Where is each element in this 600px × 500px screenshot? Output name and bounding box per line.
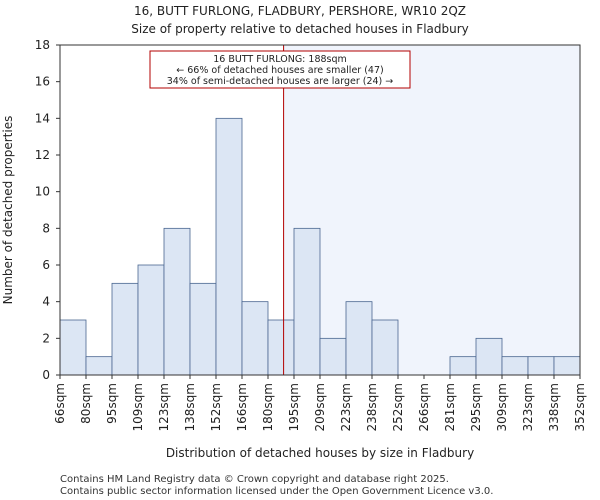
bar-223sqm — [345, 301, 373, 376]
chart-subtitle: Size of property relative to detached ho… — [131, 22, 469, 36]
y-axis: 0 2 4 6 8 10 12 14 16 18 — [35, 38, 60, 382]
x-tick-label-180sqm: 180sqm — [261, 383, 275, 431]
x-tick-label-123sqm: 123sqm — [157, 383, 171, 431]
bar-152sqm — [215, 117, 243, 376]
bar-138sqm — [189, 282, 217, 376]
annotation-line-2: ← 66% of detached houses are smaller (47… — [176, 65, 383, 76]
bar-123sqm — [163, 227, 191, 376]
bar-309sqm — [501, 356, 529, 376]
y-tick-label: 14 — [35, 111, 50, 125]
bar-209sqm — [319, 337, 347, 376]
x-tick-label-309sqm: 309sqm — [495, 383, 509, 431]
bars-group — [59, 117, 581, 376]
x-tick-label-80sqm: 80sqm — [79, 383, 93, 424]
x-tick-label-323sqm: 323sqm — [521, 383, 535, 431]
x-tick-label-95sqm: 95sqm — [105, 383, 119, 424]
y-tick-label: 16 — [35, 75, 50, 89]
y-tick-label: 6 — [42, 258, 50, 272]
bar-109sqm — [137, 264, 165, 376]
y-tick-label: 2 — [42, 331, 50, 345]
highlight-region — [283, 45, 580, 375]
y-axis-title: Number of detached properties — [1, 116, 15, 305]
chart-title: 16, BUTT FURLONG, FLADBURY, PERSHORE, WR… — [134, 4, 466, 18]
bar-295sqm — [475, 337, 503, 376]
x-tick-label-238sqm: 238sqm — [365, 383, 379, 431]
bar-80sqm — [85, 356, 113, 376]
y-tick-label: 0 — [42, 368, 50, 382]
x-tick-label-295sqm: 295sqm — [469, 383, 483, 431]
x-tick-label-152sqm: 152sqm — [209, 383, 223, 431]
x-tick-label-109sqm: 109sqm — [131, 383, 145, 431]
annotation-line-1: 16 BUTT FURLONG: 188sqm — [213, 54, 347, 65]
bar-66sqm — [59, 319, 87, 376]
x-tick-label-195sqm: 195sqm — [287, 383, 301, 431]
x-axis-title: Distribution of detached houses by size … — [166, 446, 474, 460]
y-tick-label: 10 — [35, 185, 50, 199]
x-tick-label-138sqm: 138sqm — [183, 383, 197, 431]
y-tick-label: 18 — [35, 38, 50, 52]
annotation-rect — [149, 50, 411, 89]
bar-238sqm — [371, 319, 399, 376]
x-tick-label-66sqm: 66sqm — [53, 383, 67, 424]
bar-180sqm — [267, 319, 295, 376]
x-tick-label-338sqm: 338sqm — [547, 383, 561, 431]
x-tick-label-281sqm: 281sqm — [443, 383, 457, 431]
x-tick-label-252sqm: 252sqm — [391, 383, 405, 431]
bar-338sqm — [553, 356, 581, 376]
bar-166sqm — [241, 301, 269, 376]
annotation-line-3: 34% of semi-detached houses are larger (… — [167, 76, 394, 87]
y-tick-label: 4 — [42, 295, 50, 309]
bar-281sqm — [449, 356, 477, 376]
x-tick-label-209sqm: 209sqm — [313, 383, 327, 431]
x-axis: 66sqm 80sqm 95sqm 109sqm 123sqm 138sqm 152sqm 1… — [53, 375, 587, 431]
annotation-box: 16 BUTT FURLONG: 188sqm ← 66% of detache… — [149, 50, 411, 89]
bar-323sqm — [527, 356, 555, 376]
footer-line-2: Contains public sector information licen… — [60, 486, 493, 497]
x-tick-label-166sqm: 166sqm — [235, 383, 249, 431]
y-tick-label: 8 — [42, 221, 50, 235]
x-tick-label-266sqm: 266sqm — [417, 383, 431, 431]
y-tick-label: 12 — [35, 148, 50, 162]
footer-line-1: Contains HM Land Registry data © Crown c… — [60, 474, 449, 485]
bar-195sqm — [293, 227, 321, 376]
x-tick-label-223sqm: 223sqm — [339, 383, 353, 431]
x-tick-label-352sqm: 352sqm — [573, 383, 587, 431]
bar-95sqm — [111, 282, 139, 376]
